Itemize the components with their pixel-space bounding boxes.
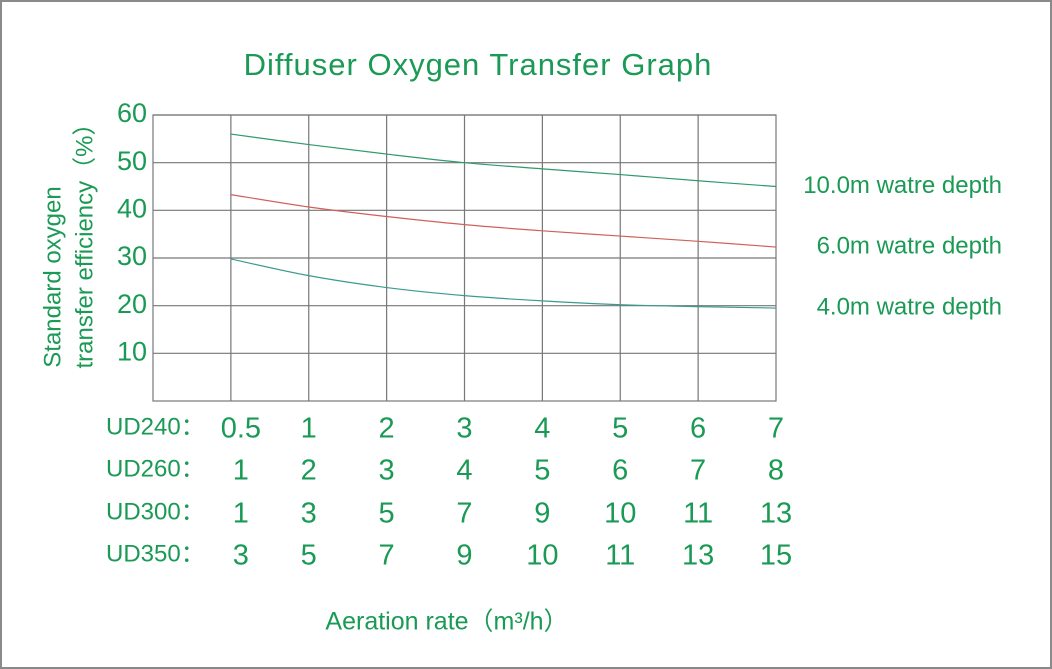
y-tick-label: 30 bbox=[117, 241, 147, 271]
x-tick-label: 15 bbox=[760, 540, 792, 572]
y-tick-label: 20 bbox=[117, 289, 147, 319]
x-tick-label: 13 bbox=[760, 498, 792, 530]
x-tick-label: 5 bbox=[534, 455, 550, 487]
x-tick-label: 8 bbox=[768, 455, 784, 487]
x-tick-label: 9 bbox=[456, 540, 472, 572]
x-tick-label: 11 bbox=[605, 540, 635, 572]
x-row-name: UD300： bbox=[106, 498, 205, 525]
x-tick-label: 7 bbox=[379, 540, 395, 572]
series-label: 4.0m watre depth bbox=[817, 293, 1002, 320]
x-tick-label: 1 bbox=[233, 498, 249, 530]
y-axis-label: Standard oxygen bbox=[39, 186, 66, 367]
x-tick-label: 10 bbox=[526, 540, 558, 572]
x-row-name: UD260： bbox=[106, 455, 205, 482]
x-tick-label: 4 bbox=[534, 413, 550, 445]
x-tick-label: 3 bbox=[301, 498, 317, 530]
x-tick-label: 0.5 bbox=[221, 413, 261, 445]
x-tick-label: 10 bbox=[604, 498, 636, 530]
series-label: 10.0m watre depth bbox=[803, 172, 1002, 199]
x-tick-label: 7 bbox=[768, 413, 784, 445]
x-axis-label: Aeration rate（m³/h） bbox=[325, 608, 568, 636]
x-tick-label: 3 bbox=[379, 455, 395, 487]
y-tick-label: 60 bbox=[117, 98, 147, 128]
x-tick-label: 7 bbox=[456, 498, 472, 530]
y-tick-label: 40 bbox=[117, 193, 147, 223]
series-line bbox=[230, 133, 777, 188]
series-line bbox=[230, 194, 777, 248]
x-tick-label: 9 bbox=[534, 498, 550, 530]
x-tick-label: 3 bbox=[456, 413, 472, 445]
series-line bbox=[230, 258, 777, 309]
x-tick-label: 1 bbox=[301, 413, 317, 445]
x-tick-label: 3 bbox=[233, 540, 249, 572]
x-tick-label: 2 bbox=[301, 455, 317, 487]
y-tick-label: 10 bbox=[117, 336, 147, 366]
x-tick-label: 6 bbox=[690, 413, 706, 445]
x-tick-label: 7 bbox=[690, 455, 706, 487]
x-tick-label: 5 bbox=[379, 498, 395, 530]
y-axis-label: transfer efficiency（%） bbox=[71, 112, 98, 369]
series-label: 6.0m watre depth bbox=[817, 232, 1002, 259]
x-tick-label: 13 bbox=[682, 540, 714, 572]
chart-title: Diffuser Oxygen Transfer Graph bbox=[244, 47, 713, 82]
x-row-name: UD240： bbox=[106, 413, 205, 440]
x-tick-label: 11 bbox=[683, 498, 713, 530]
x-tick-label: 4 bbox=[456, 455, 472, 487]
y-tick-label: 50 bbox=[117, 146, 147, 176]
x-tick-label: 2 bbox=[379, 413, 395, 445]
x-tick-label: 5 bbox=[301, 540, 317, 572]
x-tick-label: 5 bbox=[612, 413, 628, 445]
x-tick-label: 1 bbox=[233, 455, 249, 487]
x-row-name: UD350： bbox=[106, 540, 205, 567]
x-tick-label: 6 bbox=[612, 455, 628, 487]
